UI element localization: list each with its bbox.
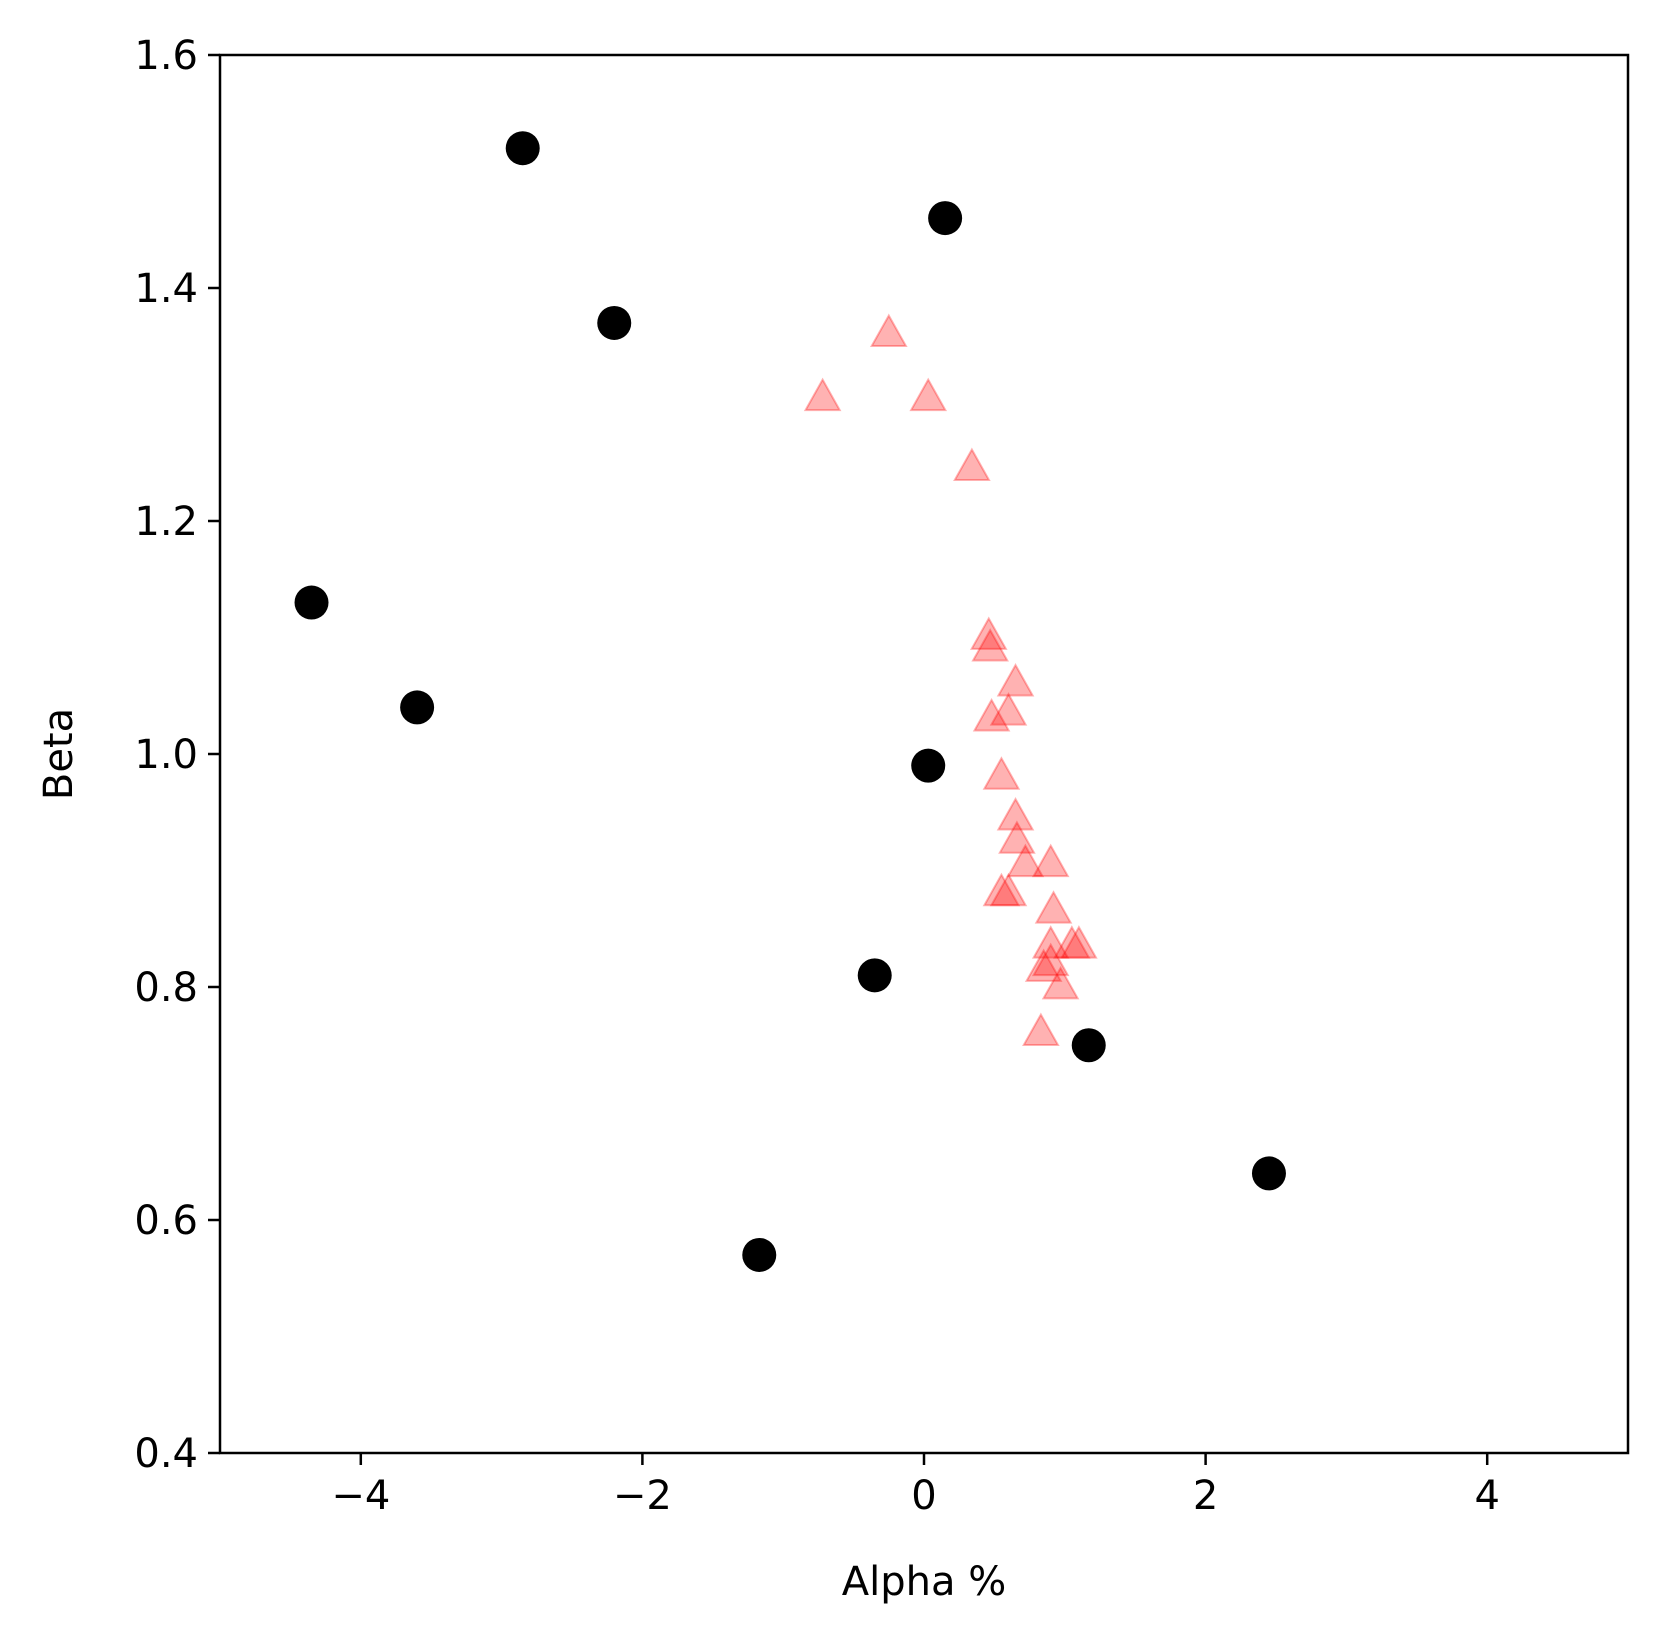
x-tick-label: 2 <box>1193 1473 1218 1519</box>
triangle-point <box>1022 1012 1060 1046</box>
x-tick-label: 0 <box>911 1473 936 1519</box>
y-tick-label: 1.2 <box>134 499 198 545</box>
x-tick-label: −2 <box>613 1473 672 1519</box>
triangle-point <box>989 872 1028 907</box>
y-tick-label: 1.4 <box>134 266 198 312</box>
data-markers <box>294 131 1286 1272</box>
triangle-point <box>969 616 1008 650</box>
series-circle-group <box>294 131 1286 1272</box>
triangle-point <box>803 377 842 412</box>
y-tick-label: 0.8 <box>134 965 198 1011</box>
triangle-point <box>909 377 948 412</box>
triangle-point <box>1031 925 1070 959</box>
circle-point <box>597 305 632 340</box>
y-axis-ticks: 0.4 0.6 0.8 1.0 1.2 1.4 1.6 <box>134 33 220 1477</box>
triangle-point <box>1053 925 1091 959</box>
triangle-point <box>869 313 908 347</box>
x-axis-label: Alpha % <box>842 1559 1006 1605</box>
circle-point <box>1251 1156 1286 1191</box>
triangle-point <box>1024 948 1063 982</box>
x-axis-ticks: −4 −2 0 2 4 <box>331 1453 1500 1519</box>
y-tick-label: 0.6 <box>134 1198 198 1244</box>
circle-point <box>742 1237 777 1272</box>
y-tick-label: 1.0 <box>134 732 198 778</box>
circle-point <box>400 690 435 725</box>
triangle-point <box>953 447 991 481</box>
triangle-point <box>989 692 1028 726</box>
triangle-point <box>971 628 1009 662</box>
triangle-point <box>1031 843 1070 878</box>
triangle-point <box>982 756 1021 790</box>
circle-point <box>857 958 892 993</box>
circle-point <box>1071 1028 1106 1063</box>
triangle-point <box>996 797 1035 831</box>
triangle-point <box>982 872 1021 907</box>
circle-point <box>505 131 540 166</box>
circle-point <box>294 585 329 620</box>
x-tick-label: −4 <box>331 1473 390 1519</box>
triangle-point <box>1031 942 1070 977</box>
x-tick-label: 4 <box>1474 1473 1499 1519</box>
y-axis-label: Beta <box>36 708 82 800</box>
y-tick-label: 0.4 <box>134 1431 198 1477</box>
triangle-point <box>1034 890 1073 924</box>
circle-point <box>928 201 963 236</box>
triangle-point <box>996 663 1035 697</box>
triangle-point <box>1041 965 1080 1000</box>
triangle-point <box>1060 925 1098 959</box>
y-tick-label: 1.6 <box>134 33 198 79</box>
series-triangle-group <box>803 313 1098 1046</box>
triangle-point <box>1006 843 1045 878</box>
circle-point <box>911 748 946 783</box>
triangle-point <box>972 698 1011 732</box>
triangle-point <box>998 820 1036 854</box>
